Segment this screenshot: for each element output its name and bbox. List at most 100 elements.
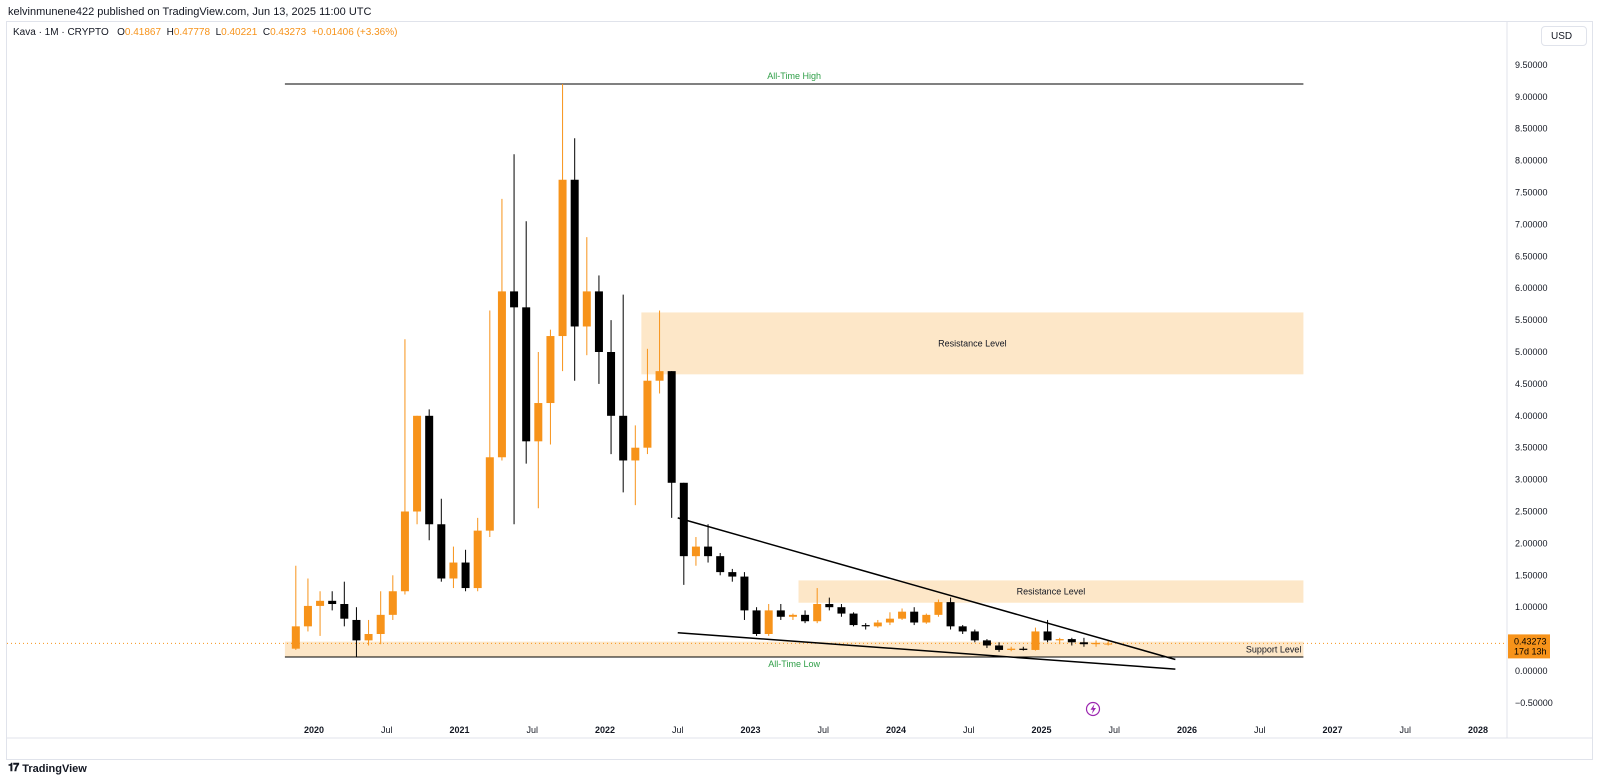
candle xyxy=(679,482,688,585)
y-tick-label: 8.00000 xyxy=(1515,156,1548,166)
candle-body xyxy=(740,576,749,611)
chart-frame xyxy=(6,21,1593,760)
candle xyxy=(946,597,955,630)
x-tick-label: Jul xyxy=(381,725,393,735)
candle-body xyxy=(400,511,409,592)
change-value: +0.01406 (+3.36%) xyxy=(311,27,398,38)
candle-body xyxy=(497,291,506,458)
candle-body xyxy=(982,640,991,646)
candle xyxy=(425,409,434,541)
symbol-label[interactable]: Kava · 1M · CRYPTO xyxy=(13,27,109,38)
lightning-icon[interactable] xyxy=(1085,701,1101,717)
candle-body xyxy=(910,611,919,623)
candle xyxy=(1079,637,1088,647)
candle-body xyxy=(946,602,955,627)
candle xyxy=(910,607,919,626)
candle-body xyxy=(340,604,349,619)
candle-body xyxy=(1031,631,1040,650)
zone-label-1: Resistance Level xyxy=(1017,587,1086,597)
candle-body xyxy=(643,380,652,448)
candle-body xyxy=(1067,639,1076,643)
candle xyxy=(607,320,616,455)
candle-body xyxy=(873,622,882,627)
x-tick-label: 2022 xyxy=(595,725,615,735)
current-price-value: 0.43273 xyxy=(1514,636,1547,646)
currency-button[interactable]: USD xyxy=(1541,26,1587,46)
candle-body xyxy=(922,614,931,623)
candle-body xyxy=(534,403,543,442)
candle xyxy=(400,339,409,595)
candle xyxy=(1031,627,1040,651)
y-tick-label: 1.00000 xyxy=(1515,602,1548,612)
candle-body xyxy=(510,291,519,308)
y-tick-label: 8.50000 xyxy=(1515,124,1548,134)
candle-body xyxy=(413,415,422,512)
candle-body xyxy=(619,415,628,461)
zone-2 xyxy=(284,641,1304,657)
x-tick-label: 2021 xyxy=(449,725,469,735)
candle-body xyxy=(1092,642,1101,645)
candle-body xyxy=(570,179,579,327)
candle-body xyxy=(801,614,810,622)
candle-body xyxy=(837,607,846,614)
candle xyxy=(861,623,870,630)
candle-countdown: 17d 13h xyxy=(1514,646,1547,656)
candle-body xyxy=(970,631,979,641)
x-tick-label: 2025 xyxy=(1031,725,1051,735)
candle xyxy=(873,619,882,628)
candle xyxy=(582,237,591,356)
candle-body xyxy=(352,619,361,641)
candle xyxy=(898,608,907,620)
candle-body xyxy=(788,614,797,617)
candle xyxy=(691,537,700,566)
candle-body xyxy=(716,556,725,573)
y-tick-label: 7.00000 xyxy=(1515,219,1548,229)
candle xyxy=(522,221,531,464)
tradingview-logo-icon: 𝟏𝟕 xyxy=(8,762,19,774)
y-tick-label: 2.50000 xyxy=(1515,507,1548,517)
trendline-1 xyxy=(677,631,1176,670)
candle xyxy=(461,549,470,592)
candle xyxy=(316,591,325,636)
candle xyxy=(885,612,894,626)
candle xyxy=(788,613,797,620)
candle xyxy=(619,294,628,493)
candle xyxy=(922,613,931,624)
candle xyxy=(376,591,385,645)
candle-body xyxy=(776,610,785,617)
candle-body xyxy=(898,611,907,619)
candle-body xyxy=(885,618,894,623)
candle-body xyxy=(1104,643,1113,645)
candle-body xyxy=(667,371,676,483)
zone-0 xyxy=(641,312,1304,375)
close-label: C xyxy=(262,27,271,38)
candle-body xyxy=(461,562,470,589)
candle-body xyxy=(1055,639,1064,641)
candle xyxy=(1104,640,1113,646)
candle-body xyxy=(655,371,664,381)
candle-body xyxy=(582,291,591,327)
candle xyxy=(958,625,967,634)
x-tick-label: Jul xyxy=(526,725,538,735)
x-tick-label: Jul xyxy=(1254,725,1266,735)
candle-body xyxy=(728,572,737,577)
candle xyxy=(837,604,846,617)
candle-body xyxy=(473,530,482,589)
x-tick-label: Jul xyxy=(963,725,975,735)
candle xyxy=(558,84,567,372)
candle xyxy=(437,498,446,582)
y-tick-label: 9.00000 xyxy=(1515,92,1548,102)
candle-body xyxy=(861,625,870,627)
candle xyxy=(631,425,640,506)
candle xyxy=(934,599,943,617)
candle-body xyxy=(485,457,494,531)
candle xyxy=(995,642,1004,652)
open-label: O xyxy=(117,27,125,38)
tradingview-brand[interactable]: 𝟏𝟕 TradingView xyxy=(8,762,87,775)
candle xyxy=(728,568,737,582)
zone-label-0: Resistance Level xyxy=(938,338,1007,348)
current-price-tag xyxy=(1508,634,1550,659)
candle-body xyxy=(546,336,555,404)
candle xyxy=(1067,637,1076,646)
